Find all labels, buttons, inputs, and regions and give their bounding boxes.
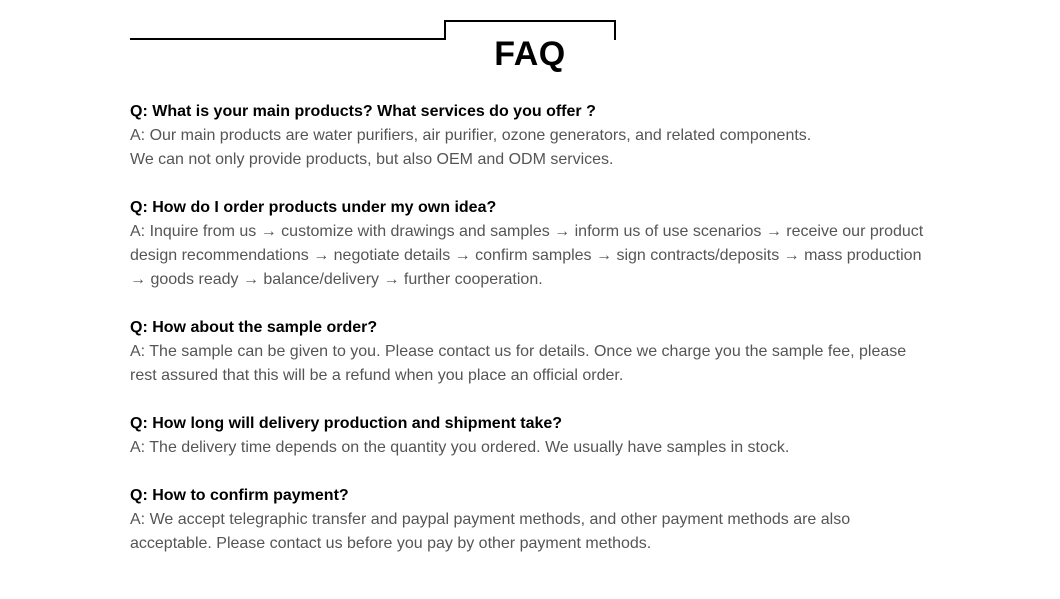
- faq-item: Q: How to confirm payment? A: We accept …: [130, 484, 930, 556]
- faq-item: Q: What is your main products? What serv…: [130, 100, 930, 172]
- faq-answer: A: We accept telegraphic transfer and pa…: [130, 508, 930, 556]
- faq-answer: A: Our main products are water purifiers…: [130, 124, 930, 172]
- faq-question: Q: How to confirm payment?: [130, 484, 930, 508]
- faq-answer: A: The sample can be given to you. Pleas…: [130, 340, 930, 388]
- faq-header: FAQ: [130, 20, 930, 80]
- page-title: FAQ: [130, 35, 930, 74]
- faq-item: Q: How about the sample order? A: The sa…: [130, 316, 930, 388]
- faq-list: Q: What is your main products? What serv…: [130, 100, 930, 556]
- faq-item: Q: How do I order products under my own …: [130, 196, 930, 292]
- faq-question: Q: What is your main products? What serv…: [130, 100, 930, 124]
- faq-question: Q: How about the sample order?: [130, 316, 930, 340]
- faq-question: Q: How long will delivery production and…: [130, 412, 930, 436]
- faq-question: Q: How do I order products under my own …: [130, 196, 930, 220]
- faq-answer: A: Inquire from us → customize with draw…: [130, 220, 930, 292]
- faq-item: Q: How long will delivery production and…: [130, 412, 930, 460]
- faq-answer: A: The delivery time depends on the quan…: [130, 436, 930, 460]
- faq-container: FAQ Q: What is your main products? What …: [130, 0, 930, 556]
